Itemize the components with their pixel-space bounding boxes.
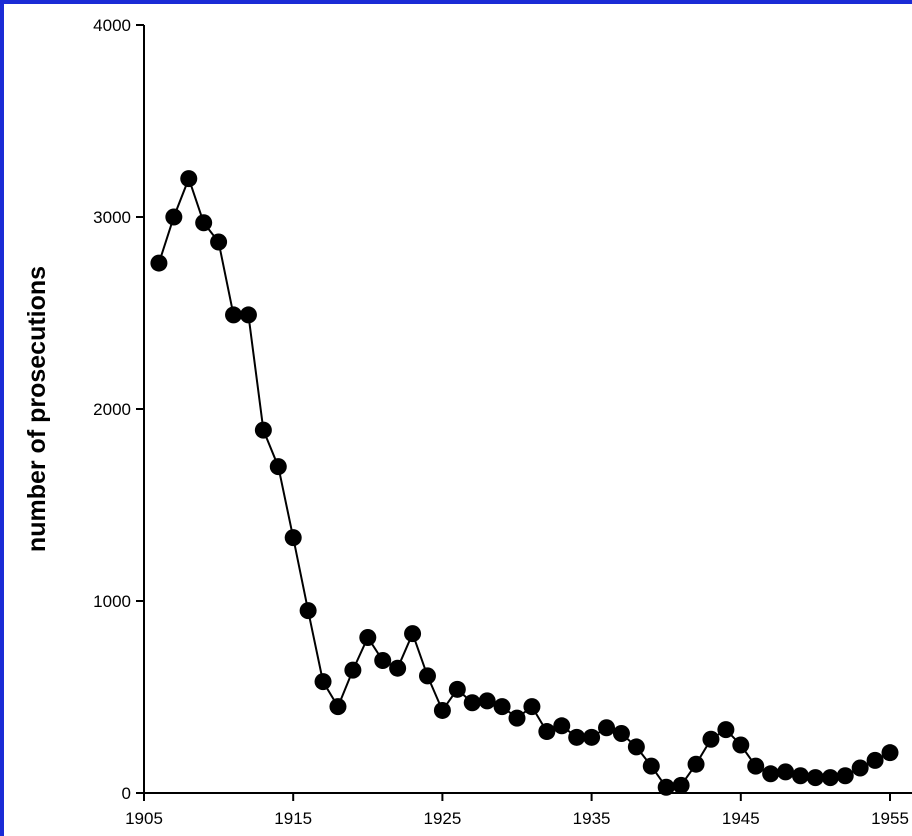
data-point: [299, 602, 317, 620]
data-point: [269, 458, 287, 476]
data-point: [866, 751, 884, 769]
data-point: [150, 254, 168, 272]
data-point: [239, 306, 257, 324]
data-point: [881, 744, 899, 762]
data-point: [538, 723, 556, 741]
data-point: [463, 694, 481, 712]
data-point: [210, 233, 228, 251]
data-point: [508, 709, 526, 727]
y-tick-label: 0: [122, 784, 131, 803]
y-tick-label: 3000: [93, 208, 131, 227]
y-tick-label: 2000: [93, 400, 131, 419]
x-ticks: 1905 1915 1925 1935 1945 1955: [125, 793, 909, 828]
data-point: [478, 692, 496, 710]
data-point: [672, 776, 690, 794]
data-point: [448, 680, 466, 698]
data-point: [493, 698, 511, 716]
data-point: [642, 757, 660, 775]
x-tick-label: 1955: [871, 809, 909, 828]
data-point: [791, 767, 809, 785]
axes: [143, 25, 912, 794]
y-tick-label: 1000: [93, 592, 131, 611]
x-tick-label: 1925: [423, 809, 461, 828]
data-point: [433, 701, 451, 719]
x-tick-label: 1945: [722, 809, 760, 828]
data-point: [732, 736, 750, 754]
data-point: [329, 698, 347, 716]
series-line: [157, 175, 891, 789]
data-point: [344, 661, 362, 679]
data-point: [359, 628, 377, 646]
data-point: [747, 757, 765, 775]
data-point: [284, 529, 302, 547]
data-point: [806, 769, 824, 787]
data-point: [612, 724, 630, 742]
data-point: [583, 728, 601, 746]
data-point: [195, 214, 213, 232]
data-point: [851, 759, 869, 777]
data-point: [687, 755, 705, 773]
data-point: [657, 778, 675, 796]
x-tick-label: 1915: [274, 809, 312, 828]
data-point: [374, 652, 392, 670]
data-point: [598, 719, 616, 737]
data-point: [836, 767, 854, 785]
data-point: [523, 698, 541, 716]
data-point: [180, 170, 198, 188]
data-point: [404, 625, 422, 643]
data-point: [627, 738, 645, 756]
data-point: [418, 667, 436, 685]
data-point: [389, 659, 407, 677]
data-point: [717, 721, 735, 739]
data-point: [314, 673, 332, 691]
data-point: [225, 306, 243, 324]
series-group: [150, 170, 899, 796]
x-tick-label: 1935: [573, 809, 611, 828]
data-point: [553, 717, 571, 735]
data-point: [702, 730, 720, 748]
y-ticks: 0 1000 2000 3000 4000: [93, 16, 144, 803]
data-point: [821, 769, 839, 787]
data-point: [762, 765, 780, 783]
y-tick-label: 4000: [93, 16, 131, 35]
data-point: [777, 763, 795, 781]
data-point: [165, 208, 183, 226]
data-point: [254, 421, 272, 439]
data-point: [568, 728, 586, 746]
y-axis-title: number of prosecutions: [23, 266, 51, 552]
x-tick-label: 1905: [125, 809, 163, 828]
